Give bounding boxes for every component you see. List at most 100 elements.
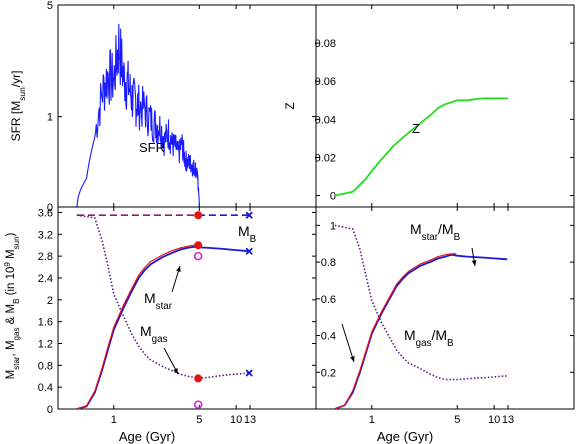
y-tick-label: 0.06	[315, 76, 336, 88]
label-text: /M	[438, 221, 454, 237]
marker-ring	[193, 251, 203, 261]
marker-cross	[245, 211, 253, 219]
y-tick-label: 2.8	[38, 251, 53, 263]
mstar-red-series-line	[76, 244, 199, 410]
ratio-gas-label: Mgas/MB	[404, 327, 454, 349]
y-tick-label: 0.4	[38, 382, 53, 394]
y-tick-label: 3.6	[38, 207, 53, 219]
y-tick-label: 1.6	[38, 317, 53, 329]
y-tick-label: 0.8	[38, 360, 53, 372]
arrow-head	[471, 260, 477, 266]
panel-bottom-left: 0 0.4 0.8 1.2 1.6 2 2.4 2.8 3.2 3.6 1 5 10 13 Age (Gyr…	[3, 206, 317, 444]
cross-stroke	[245, 369, 253, 377]
label-text: M	[410, 221, 422, 237]
panel-top-right: 0 0.02 0.04 0.06 0.08 Z Z	[283, 4, 575, 208]
x-axis-label: Age (Gyr)	[377, 429, 433, 444]
panel-frame	[315, 4, 575, 208]
mstar-arrow	[171, 265, 181, 293]
mb-label: MB	[238, 223, 257, 245]
x-tick-label: 13	[244, 414, 256, 426]
y-axis-label: Mstar, Mgas & MB (in 109 Msun)	[3, 232, 21, 379]
label-part: sun	[12, 236, 21, 249]
x-axis-label: Age (Gyr)	[119, 429, 175, 444]
ratio-star-arrow	[471, 247, 477, 267]
x-tick-label: 13	[502, 414, 514, 426]
label-subscript: star	[422, 232, 439, 243]
x-tick-label: 5	[196, 414, 202, 426]
label-part: , M	[5, 340, 17, 356]
ratio-star-red-series-line	[334, 253, 457, 410]
y-tick-label: 1	[330, 220, 336, 232]
marker-dot	[194, 374, 203, 383]
ratio-gas-series-line	[334, 224, 508, 381]
y-tick-label: 0.4	[321, 331, 336, 343]
y-tick-label: 0.6	[321, 294, 336, 306]
arrow-head	[350, 356, 355, 362]
y-tick-label: 5	[47, 0, 53, 12]
ratio-gas-arrow	[341, 323, 355, 363]
label-part: M	[5, 249, 17, 262]
arrow-shaft	[341, 323, 355, 363]
x-tick-label: 10	[488, 414, 500, 426]
label-subscript: B	[447, 338, 454, 349]
x-tick-label: 10	[230, 414, 242, 426]
marker-ring	[193, 400, 203, 409]
ratio-star-label: Mstar/MB	[410, 221, 461, 243]
y-axis-label: Z	[283, 102, 297, 109]
label-part: gas	[12, 328, 21, 341]
mgas-label: Mgas	[140, 323, 168, 345]
panel-frame	[57, 4, 317, 208]
label-text: M	[140, 323, 152, 339]
mgas-series-line	[76, 214, 250, 380]
y-tick-label: 1.2	[38, 338, 53, 350]
z-annotation: Z	[412, 121, 420, 136]
y-tick-label: 2.4	[38, 273, 53, 285]
y-tick-label: 0.8	[321, 257, 336, 269]
z-series-line	[334, 97, 508, 197]
y-tick-label: 0.2	[321, 367, 336, 379]
y-tick-label: 0.02	[315, 152, 336, 164]
arrow-head	[176, 266, 181, 272]
label-part: 9	[3, 262, 12, 267]
y-axis-label: SFR [Msun/yr]	[9, 71, 27, 142]
label-text: M	[404, 327, 416, 343]
y-tick-label: 3.2	[38, 229, 53, 241]
label-part: star	[12, 356, 21, 370]
label-subscript: gas	[152, 334, 168, 345]
sfr-series-line	[76, 23, 250, 208]
x-tick-label: 1	[369, 414, 375, 426]
label-subscript: B	[250, 234, 257, 245]
marker-cross	[245, 369, 253, 377]
label-part: )	[5, 232, 17, 236]
x-tick-label: 1	[111, 414, 117, 426]
y-tick-label: 1	[47, 112, 53, 124]
label-subscript: B	[454, 232, 461, 243]
mgas-arrow	[163, 347, 179, 375]
panel-frame	[57, 206, 317, 410]
y-tick-label: 0.04	[315, 114, 336, 126]
y-tick-label: 0	[330, 191, 336, 203]
arrow-head	[173, 368, 178, 374]
label-subscript: gas	[416, 338, 432, 349]
label-subscript: star	[156, 301, 173, 312]
cross-stroke	[245, 247, 253, 255]
label-part: (in 10	[5, 267, 17, 299]
label-part: M	[5, 370, 17, 380]
y-tick-label: 2	[47, 295, 53, 307]
panel-frame	[315, 206, 575, 410]
y-tick-label: 0	[47, 404, 53, 416]
marker-cross	[245, 247, 253, 255]
label-subscript: sun	[17, 87, 27, 101]
label-part: B	[12, 299, 21, 304]
label-text: M	[238, 223, 250, 239]
y-tick-label: 0	[47, 202, 53, 214]
panel-top-left: 0 1 5 SFR SFR [Msun/yr]	[9, 0, 317, 214]
label-text: /yr]	[9, 71, 23, 88]
label-part: & M	[5, 304, 17, 328]
label-text: SFR [M	[9, 101, 23, 142]
mstar-series-line	[76, 245, 250, 410]
mstar-label: Mstar	[144, 290, 173, 312]
marker-dot	[194, 241, 203, 250]
